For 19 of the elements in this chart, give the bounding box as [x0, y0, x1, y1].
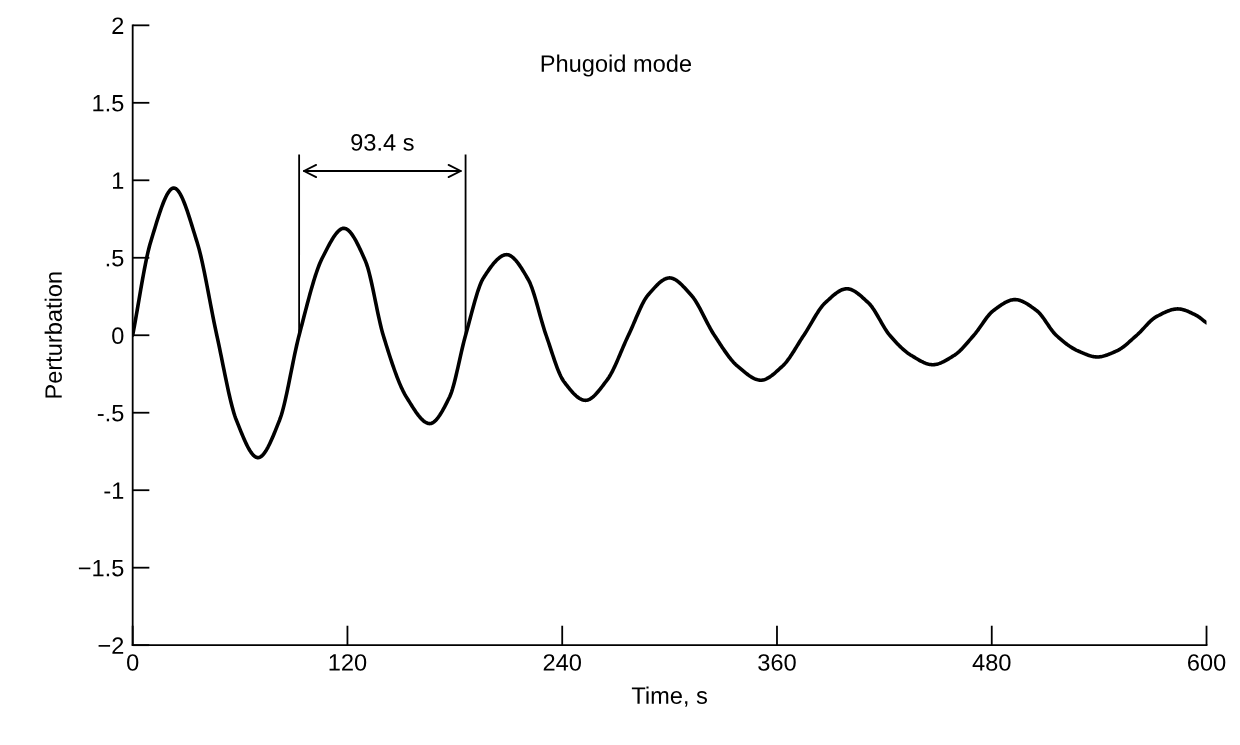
y-tick-label: 1 — [113, 172, 124, 189]
x-tick-label: 360 — [758, 654, 796, 671]
x-tick-label: 600 — [1188, 654, 1226, 671]
x-tick-label: 240 — [543, 654, 581, 671]
annotation: 93.4 s — [351, 134, 414, 151]
y-tick-label: −2 — [98, 637, 124, 654]
x-axis-title: Time, s — [631, 686, 707, 707]
y-tick-label: -1 — [104, 482, 124, 499]
y-tick-label: 2 — [112, 17, 124, 34]
y-tick-label: 1.5 — [93, 95, 124, 112]
y-tick-label: .5 — [106, 250, 124, 267]
y-axis-title: Perturbation — [44, 272, 62, 398]
text: Phugoid mode — [541, 54, 691, 77]
x-tick-label: 0 — [127, 654, 139, 671]
y-tick-label: −1.5 — [78, 560, 124, 577]
x-tick-label: 120 — [329, 654, 367, 671]
y-tick-label: 0 — [112, 327, 124, 345]
y-tick-label: -.5 — [97, 405, 124, 422]
x-tick-label: 480 — [972, 654, 1011, 671]
